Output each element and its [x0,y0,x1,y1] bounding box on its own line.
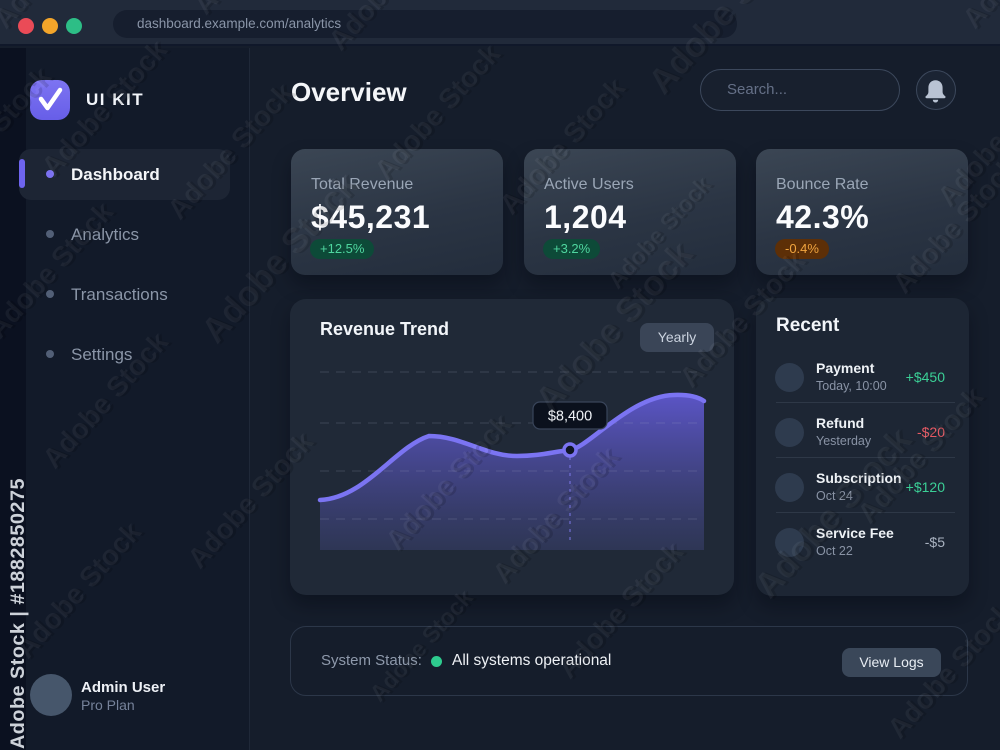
svg-text:$8,400: $8,400 [548,409,592,425]
